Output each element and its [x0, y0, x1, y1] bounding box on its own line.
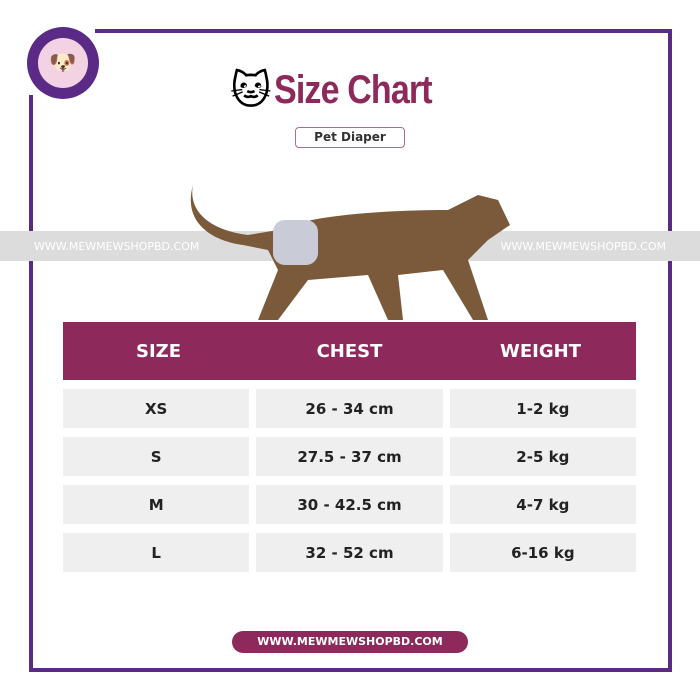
- size-table: SIZE CHEST WEIGHT XS 26 - 34 cm 1-2 kg S…: [63, 322, 636, 572]
- cell-chest: 26 - 34 cm: [256, 389, 443, 428]
- frame-border-right: [668, 29, 672, 672]
- header: 🐱 Size Chart: [230, 68, 459, 113]
- watermark-text: WWW.MEWMEWSHOPBD.COM: [500, 239, 667, 253]
- frame-border-top: [95, 29, 672, 33]
- website-link[interactable]: WWW.MEWMEWSHOPBD.COM: [232, 631, 468, 653]
- header-weight: WEIGHT: [500, 340, 581, 362]
- watermark-text: WWW.MEWMEWSHOPBD.COM: [33, 239, 200, 253]
- table-row: M 30 - 42.5 cm 4-7 kg: [63, 485, 636, 524]
- cell-chest: 27.5 - 37 cm: [256, 437, 443, 476]
- frame-border-left: [29, 95, 33, 672]
- cell-chest: 32 - 52 cm: [256, 533, 443, 572]
- cell-weight: 6-16 kg: [449, 533, 636, 572]
- table-row: S 27.5 - 37 cm 2-5 kg: [63, 437, 636, 476]
- frame-border-bottom: [29, 668, 672, 672]
- cat-illustration-icon: 🐱: [230, 67, 272, 114]
- table-row: L 32 - 52 cm 6-16 kg: [63, 533, 636, 572]
- header-chest: CHEST: [316, 340, 383, 362]
- table-header: SIZE CHEST WEIGHT: [63, 322, 636, 380]
- cell-chest: 30 - 42.5 cm: [256, 485, 443, 524]
- product-badge: Pet Diaper: [295, 127, 405, 148]
- cell-weight: 2-5 kg: [449, 437, 636, 476]
- cell-size: XS: [63, 389, 250, 428]
- cell-size: S: [63, 437, 250, 476]
- header-size: SIZE: [135, 340, 181, 362]
- cell-size: L: [63, 533, 250, 572]
- shop-logo: 🐶: [27, 27, 99, 99]
- pets-icon: 🐶: [38, 38, 88, 88]
- page-title: Size Chart: [273, 68, 433, 112]
- cell-weight: 4-7 kg: [449, 485, 636, 524]
- cat-photo: [190, 185, 511, 320]
- table-row: XS 26 - 34 cm 1-2 kg: [63, 389, 636, 428]
- cell-size: M: [63, 485, 250, 524]
- cell-weight: 1-2 kg: [449, 389, 636, 428]
